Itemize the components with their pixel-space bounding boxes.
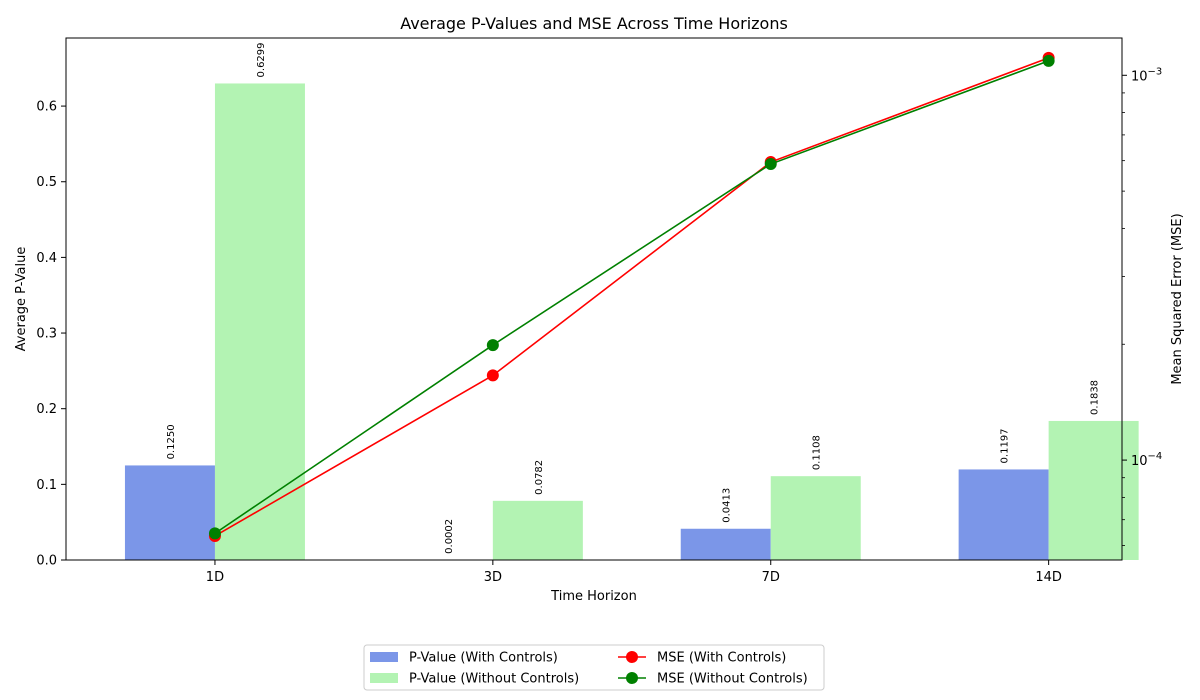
x-tick-label: 3D: [484, 570, 502, 585]
legend-swatch-marker: [626, 672, 638, 684]
bar-value-label: 0.6299: [256, 42, 267, 77]
y-tick-label: 0.5: [36, 175, 57, 190]
mse-point-without-controls-3d: [486, 339, 499, 352]
bar-with-controls-14d: [958, 469, 1049, 560]
mse-line-without-controls: [214, 60, 1049, 535]
y-tick-label: 0.1: [36, 478, 57, 493]
y-tick-label: 0.3: [36, 327, 57, 342]
x-tick-label: 1D: [206, 570, 224, 585]
x-tick-label: 14D: [1035, 570, 1062, 585]
y-axis-title: Average P-Value: [14, 247, 29, 352]
legend-box: [363, 644, 825, 691]
bar-value-label: 0.0002: [444, 519, 455, 554]
legend-label: MSE (With Controls): [657, 651, 786, 666]
y-tick-label: 0.2: [36, 402, 57, 417]
y2-tick-label: 10−4: [1131, 451, 1162, 469]
bar-value-label: 0.1108: [812, 435, 823, 470]
legend: P-Value (With Controls) MSE (With Control…: [363, 644, 825, 691]
legend-label: MSE (Without Controls): [657, 672, 808, 687]
chart-title: Average P-Values and MSE Across Time Hor…: [400, 14, 788, 33]
bar-without-controls-3d: [492, 500, 583, 560]
plot-frame: [65, 37, 1123, 561]
bar-without-controls-7d: [770, 476, 861, 560]
bar-with-controls-7d: [680, 528, 771, 560]
legend-label: P-Value (Without Controls): [409, 672, 579, 687]
legend-swatch-bar: [370, 652, 398, 662]
bar-without-controls-1d: [214, 83, 305, 561]
bar-value-label: 0.1838: [1090, 380, 1101, 415]
y-tick-label: 0.4: [36, 251, 57, 266]
bar-value-label: 0.0782: [534, 460, 545, 495]
mse-line-with-controls: [214, 57, 1049, 537]
bar-value-label: 0.1250: [166, 424, 177, 459]
legend-swatch-bar: [370, 673, 398, 683]
y-tick-label: 0.6: [36, 100, 57, 115]
bar-with-controls-1d: [124, 465, 215, 560]
bar-value-label: 0.0413: [722, 488, 733, 523]
mse-point-with-controls-3d: [486, 369, 499, 382]
mse-point-without-controls-7d: [764, 158, 777, 171]
bar-value-label: 0.1197: [1000, 428, 1011, 463]
y-tick-label: 0.0: [36, 554, 57, 569]
legend-label: P-Value (With Controls): [409, 651, 558, 666]
mse-point-without-controls-14d: [1042, 54, 1055, 67]
bar-without-controls-14d: [1048, 420, 1139, 560]
x-axis-title: Time Horizon: [550, 589, 637, 604]
y2-tick-label: 10−3: [1131, 66, 1162, 84]
mse-point-without-controls-1d: [208, 527, 221, 540]
legend-swatch-marker: [626, 651, 638, 663]
plot-area: 0.12500.00020.04130.11970.62990.07820.11…: [36, 37, 1162, 585]
y2-axis-title: Mean Squared Error (MSE): [1170, 213, 1185, 384]
x-tick-label: 7D: [762, 570, 780, 585]
